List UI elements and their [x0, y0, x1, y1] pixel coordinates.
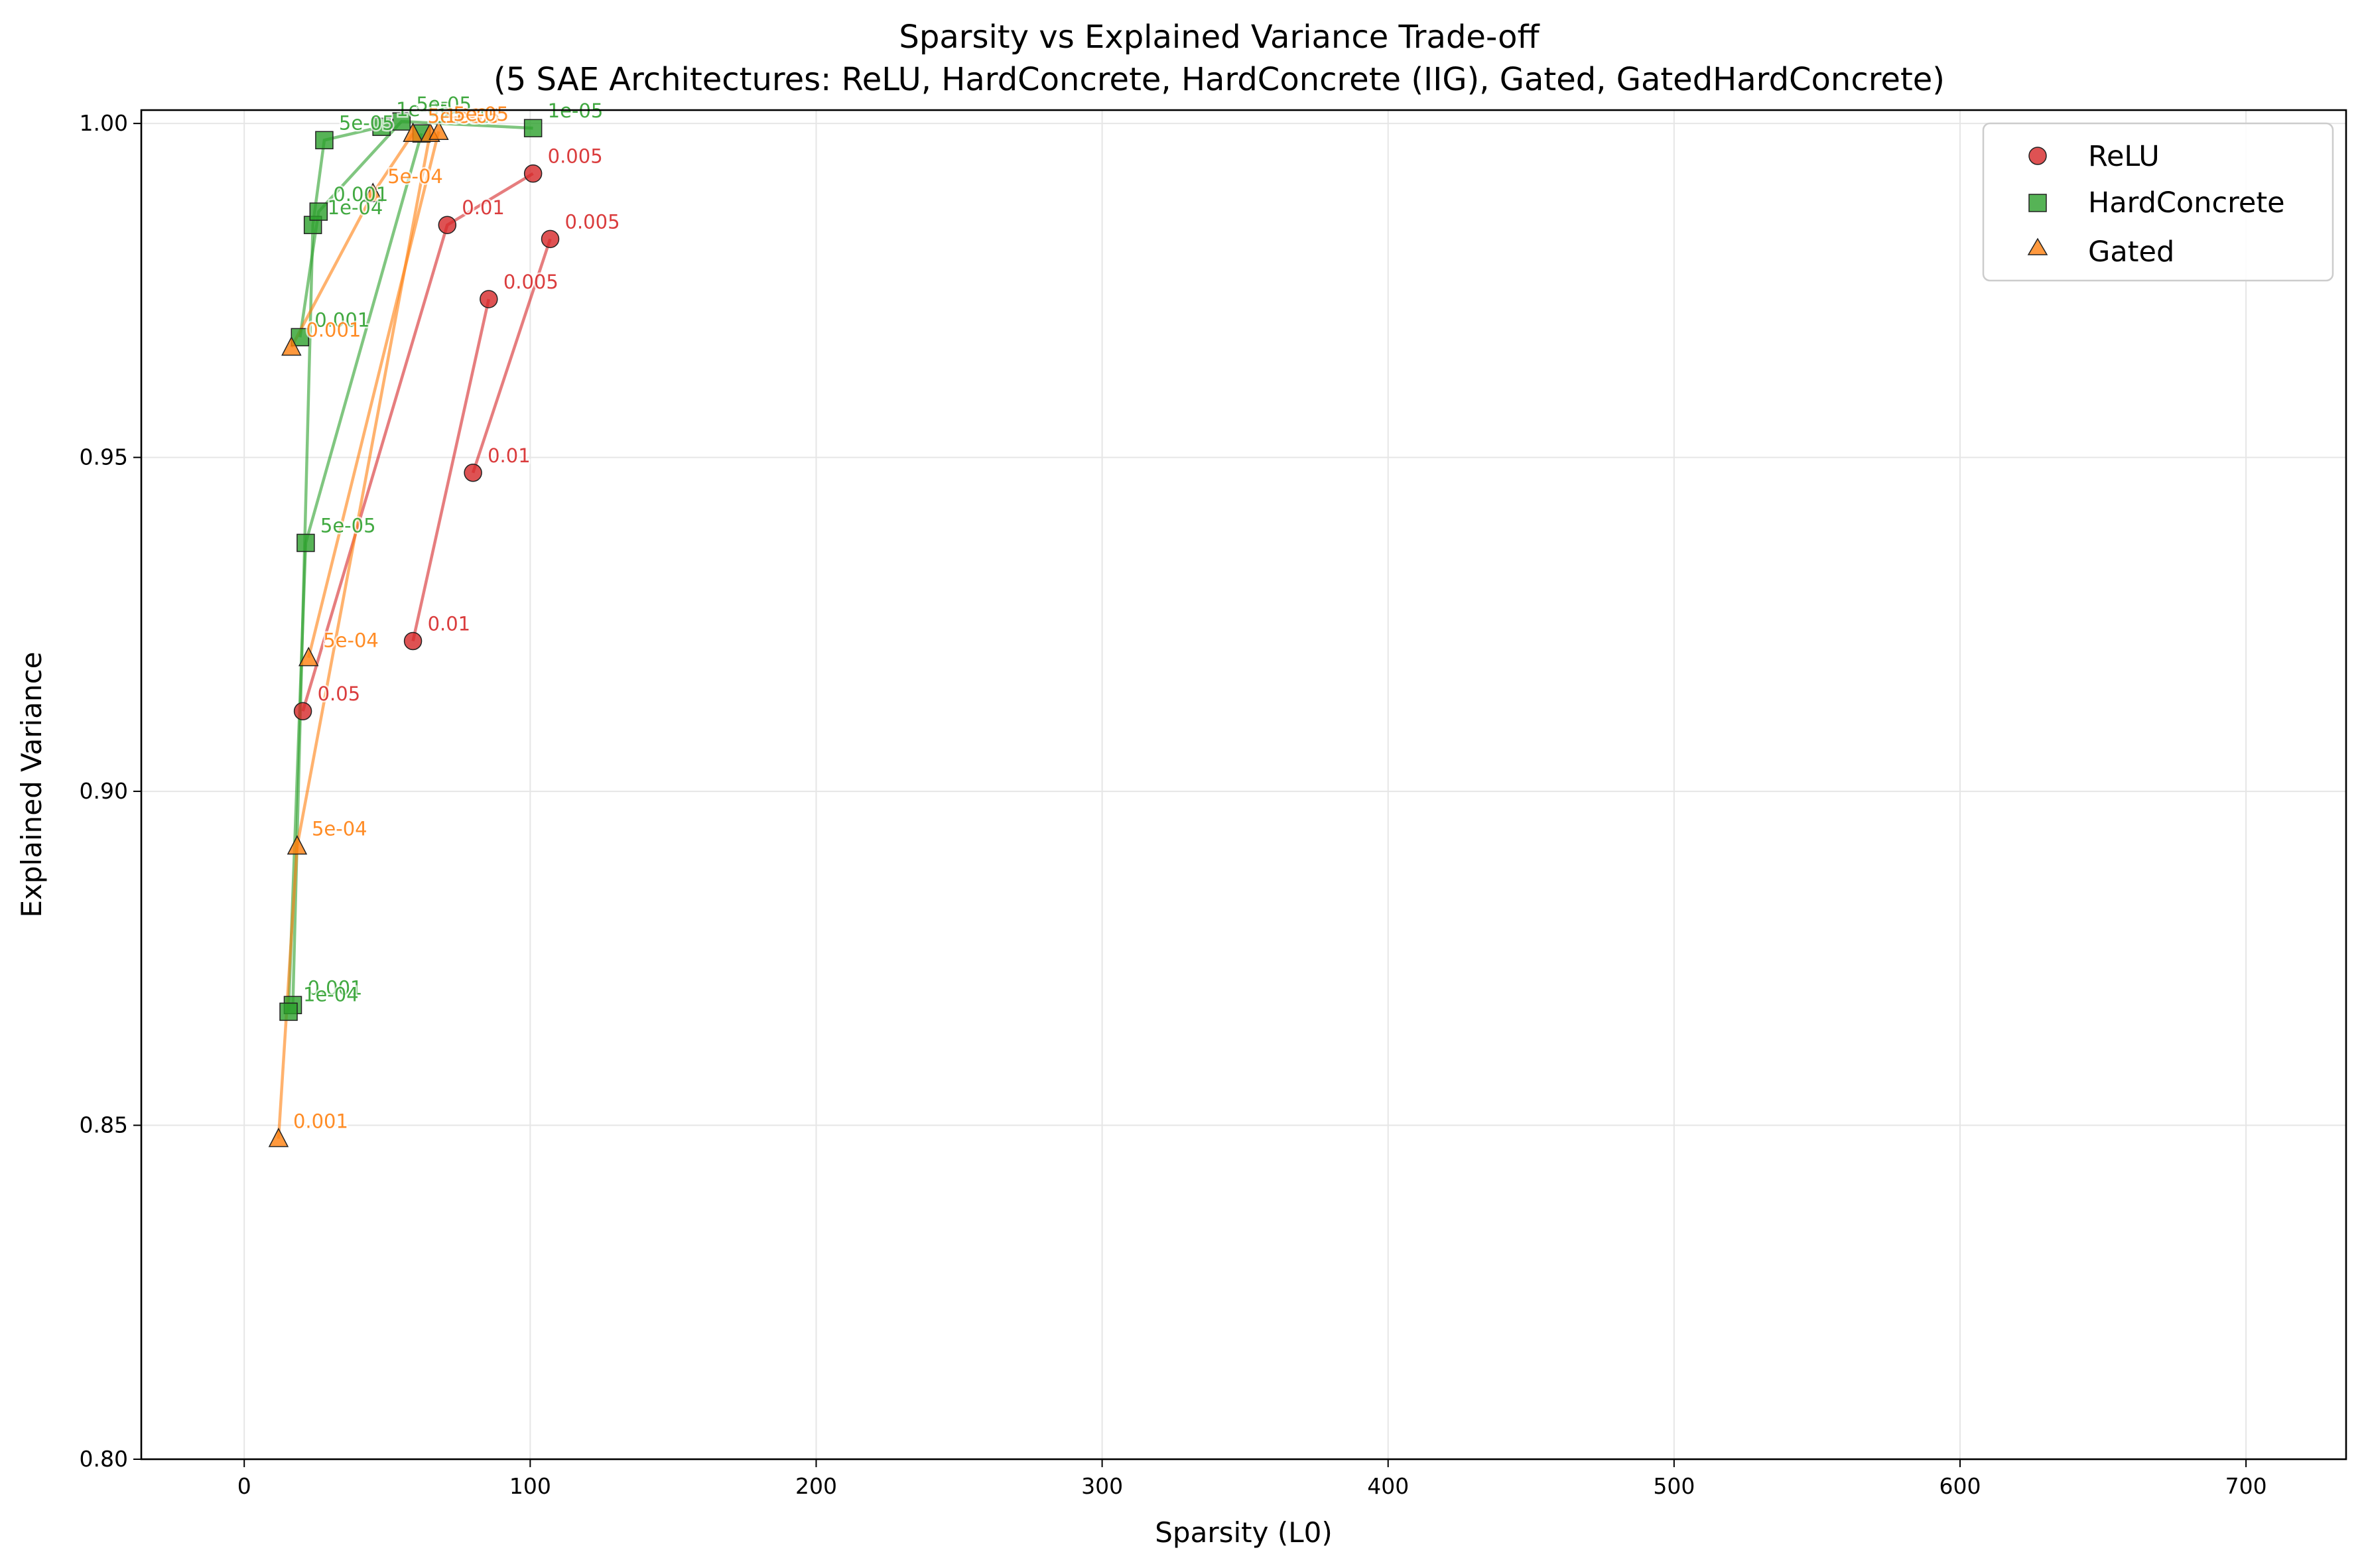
point-label: 0.001: [314, 308, 369, 331]
data-point-relu: [523, 164, 543, 183]
point-label: 0.01: [488, 444, 531, 467]
legend: ReLU HardConcrete Gated: [1982, 122, 2334, 282]
series-line-relu: [411, 298, 490, 641]
data-point-hardconcrete: [296, 533, 315, 553]
legend-box: [1982, 122, 2334, 282]
y-tick-label: 0.80: [80, 1446, 128, 1472]
y-axis-label: Explained Variance: [15, 651, 48, 917]
point-label: 0.001: [333, 183, 388, 206]
point-label: 5e-05: [320, 514, 376, 537]
data-point-hardconcrete: [279, 1002, 298, 1021]
x-tick-label: 0: [237, 1473, 251, 1499]
series-line-hardconcrete: [298, 119, 533, 338]
point-label: 5e-04: [387, 165, 443, 188]
data-point-relu: [293, 702, 312, 720]
x-tick-label: 100: [509, 1473, 551, 1499]
point-label: 0.001: [306, 318, 361, 341]
legend-label-gated: Gated: [2088, 235, 2174, 269]
x-axis-label: Sparsity (L0): [1155, 1516, 1332, 1549]
x-tick-label: 400: [1367, 1473, 1409, 1499]
data-point-relu: [541, 229, 560, 249]
legend-label-relu: ReLU: [2088, 140, 2160, 173]
x-tick-label: 700: [2225, 1473, 2267, 1499]
legend-marker-relu: [2028, 147, 2047, 165]
data-point-gated: [287, 835, 308, 855]
data-point-gated: [403, 122, 423, 142]
series-line-gated: [307, 131, 440, 659]
y-tick-label: 1.00: [80, 110, 128, 136]
point-label: 0.005: [503, 271, 558, 293]
point-label: 5e-05: [453, 103, 509, 125]
data-point-hardconcrete: [309, 202, 328, 221]
x-tick-label: 600: [1939, 1473, 1981, 1499]
point-label: 0.001: [307, 976, 362, 999]
data-point-relu: [438, 216, 457, 234]
data-point-hardconcrete: [523, 119, 543, 137]
legend-label-hardconcrete: HardConcrete: [2088, 186, 2285, 220]
plot-area: 0.050.010.0050.010.0050.010.0050.0011e-0…: [80, 92, 2347, 1499]
legend-marker-hardconcrete: [2028, 194, 2047, 212]
data-point-hardconcrete: [392, 112, 411, 131]
point-label: 0.01: [462, 196, 505, 219]
point-label: 5e-05: [416, 93, 472, 115]
data-point-gated: [298, 647, 319, 667]
data-point-hardconcrete: [315, 131, 334, 150]
data-point-gated: [362, 182, 383, 202]
point-label: 1e-05: [444, 105, 500, 127]
point-label: 0.005: [548, 145, 603, 168]
chart-title: Sparsity vs Explained Variance Trade-off: [899, 19, 1540, 56]
data-point-gated: [268, 1128, 289, 1147]
point-label: 0.05: [318, 683, 361, 705]
point-label: 1e-04: [303, 983, 359, 1006]
data-point-relu: [464, 464, 482, 482]
x-tick-label: 200: [795, 1473, 837, 1499]
y-tick-label: 0.85: [80, 1112, 128, 1138]
data-point-gated: [281, 336, 302, 356]
data-point-gated: [428, 120, 449, 140]
point-label: 1e-05: [436, 105, 492, 127]
point-label: 5e-04: [312, 818, 367, 840]
chart-subtitle: (5 SAE Architectures: ReLU, HardConcrete…: [493, 61, 1945, 98]
point-label: 0.005: [565, 210, 620, 233]
data-point-relu: [403, 631, 423, 651]
point-label: 5e-05: [339, 111, 395, 134]
point-label: 1e-04: [328, 196, 383, 219]
y-tick-label: 0.95: [80, 444, 128, 470]
axis-ticks: 0 100 200 300 400 500 600 700 0.80 0.85 0.90 0.95 1.…: [80, 110, 2267, 1499]
x-tick-label: 300: [1081, 1473, 1123, 1499]
data-point-relu: [480, 290, 498, 308]
data-series: 0.050.010.0050.010.0050.010.0050.0011e-0…: [268, 92, 622, 1147]
y-tick-label: 0.90: [80, 778, 128, 804]
series-line-relu: [471, 238, 552, 474]
point-label: 0.01: [428, 613, 471, 635]
point-label: 5e-05: [428, 105, 484, 127]
point-label: 0.001: [293, 1110, 348, 1133]
legend-marker-gated: [2027, 237, 2048, 255]
point-label: 5e-04: [323, 629, 379, 652]
x-tick-label: 500: [1653, 1473, 1695, 1499]
plot-frame: [140, 109, 2347, 1461]
data-point-hardconcrete: [372, 117, 391, 136]
